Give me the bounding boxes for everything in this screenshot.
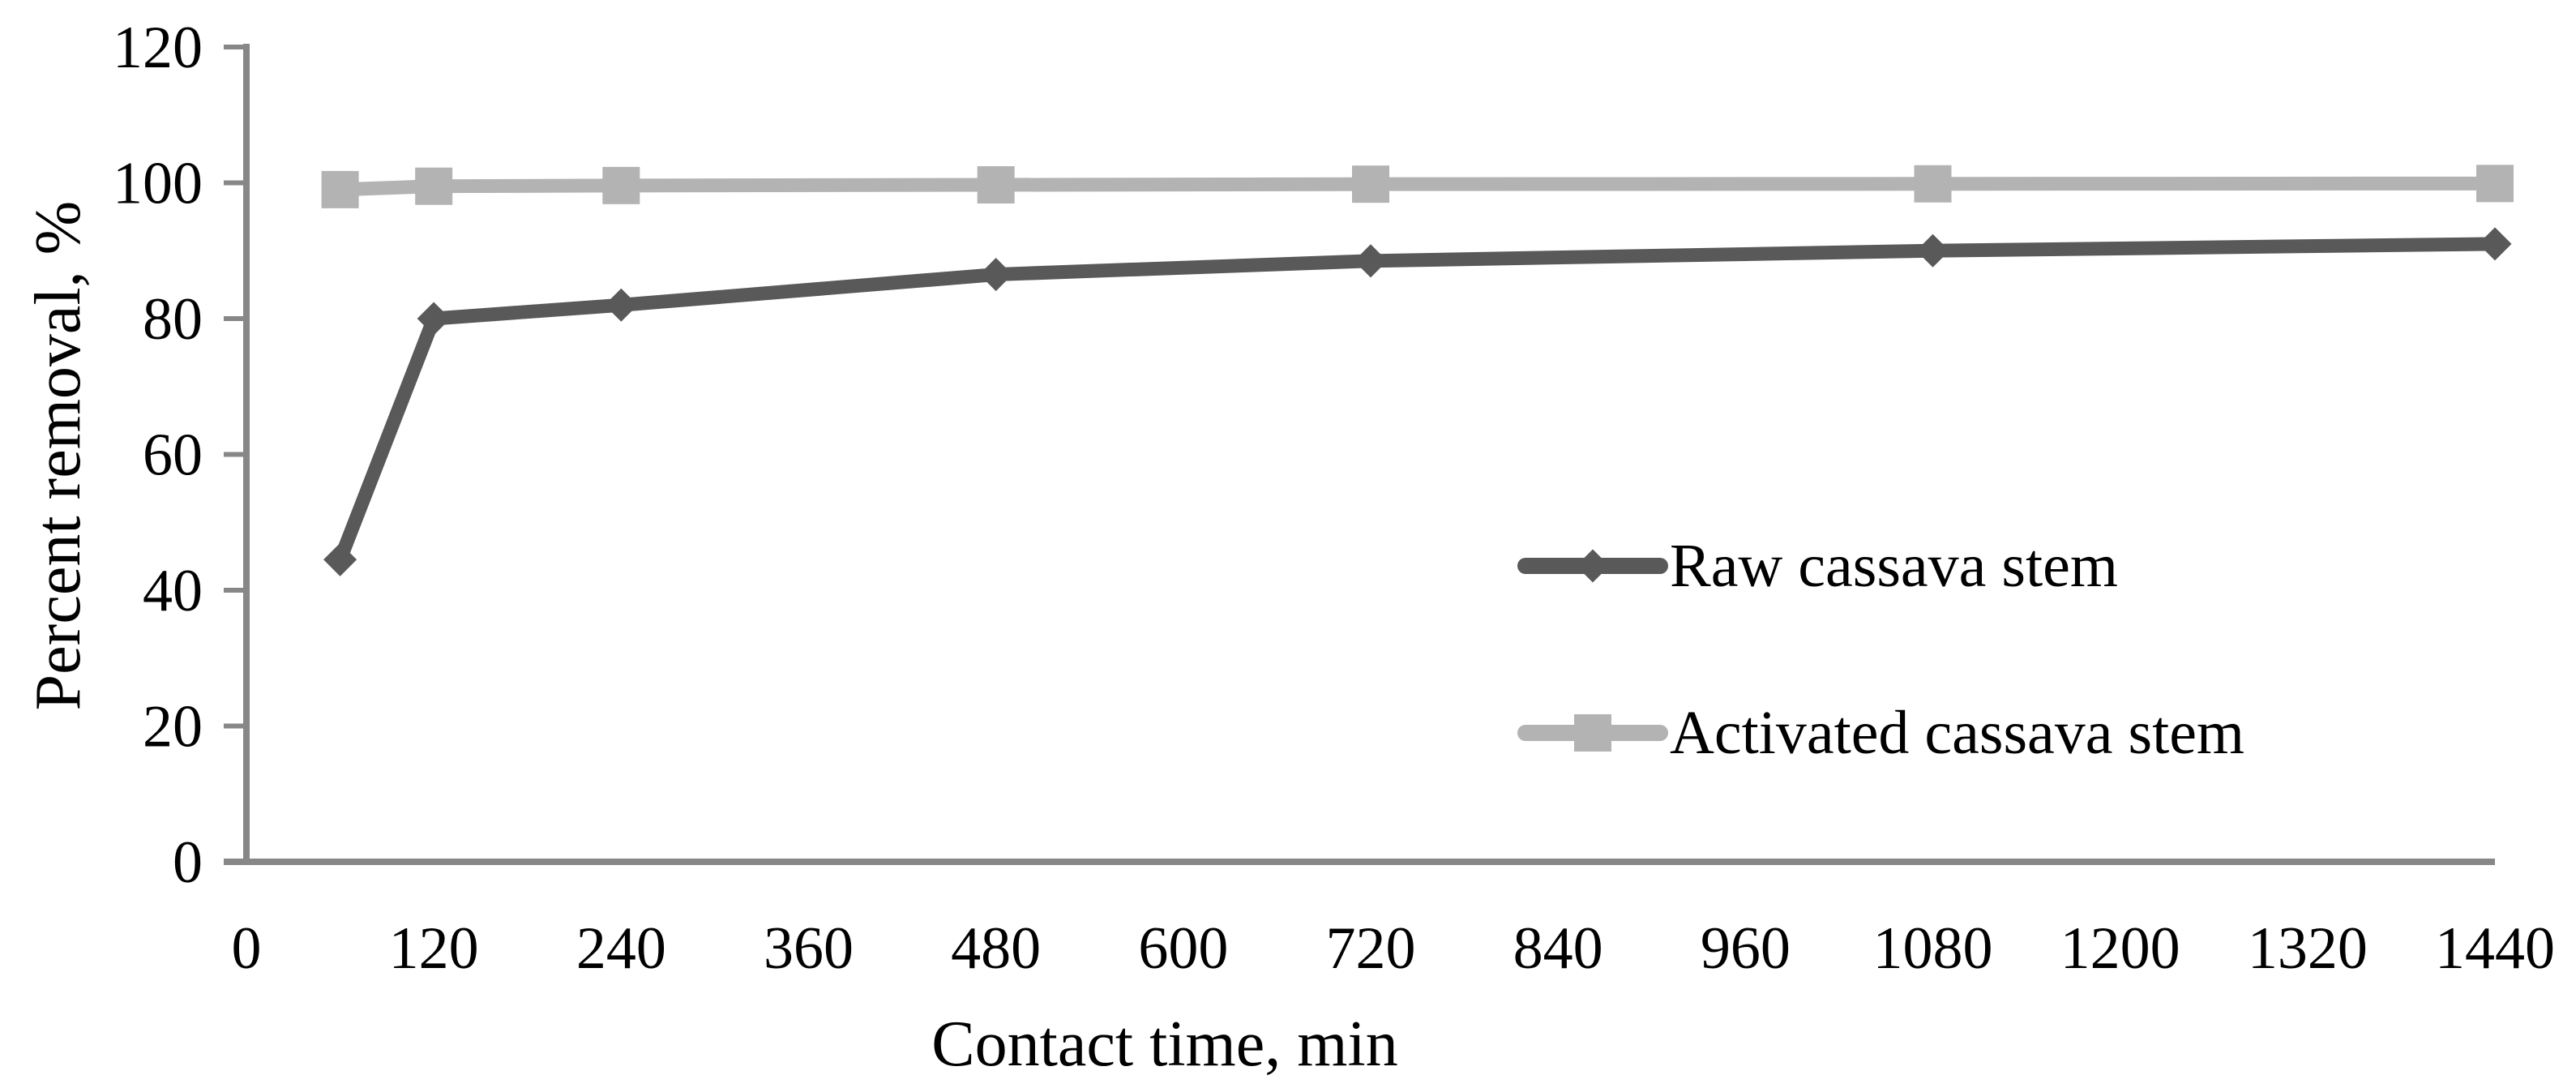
series-line-activated-cassava-stem <box>340 176 2496 197</box>
x-tick-label: 1440 <box>2435 915 2555 982</box>
x-tick-label: 1320 <box>2248 915 2368 982</box>
data-point-raw-cassava-stem <box>323 542 357 576</box>
data-point-activated-cassava-stem <box>2476 165 2514 203</box>
y-tick-label: 120 <box>113 15 203 81</box>
y-tick-label: 60 <box>143 422 203 489</box>
legend-marker-diamond <box>1576 549 1610 583</box>
x-tick-label: 600 <box>1138 915 1228 982</box>
x-tick-label: 1080 <box>1873 915 1993 982</box>
x-tick-label: 120 <box>389 915 479 982</box>
y-axis-title: Percent removal, % <box>23 200 94 711</box>
y-tick-label: 100 <box>113 151 203 217</box>
legend-label-raw-cassava-stem: Raw cassava stem <box>1670 532 2118 600</box>
data-point-activated-cassava-stem <box>415 167 453 205</box>
data-point-activated-cassava-stem <box>321 170 359 208</box>
data-point-raw-cassava-stem <box>979 258 1013 292</box>
y-tick-label: 80 <box>143 286 203 353</box>
legend-diamond-marker-icon <box>1517 549 1668 583</box>
y-tick-label: 0 <box>173 829 203 896</box>
x-tick-label: 960 <box>1701 915 1791 982</box>
data-point-activated-cassava-stem <box>977 166 1015 204</box>
legend-square-marker-icon <box>1517 714 1668 752</box>
data-point-activated-cassava-stem <box>1352 165 1389 203</box>
x-tick-label: 360 <box>764 915 854 982</box>
data-point-raw-cassava-stem <box>1354 244 1388 278</box>
data-point-activated-cassava-stem <box>602 166 640 204</box>
series-line-raw-cassava-stem <box>333 237 2496 563</box>
data-point-raw-cassava-stem <box>604 288 638 322</box>
legend-marker-square <box>1574 714 1611 752</box>
data-point-activated-cassava-stem <box>1914 165 1952 203</box>
x-tick-label: 240 <box>576 915 666 982</box>
legend-item-activated-cassava-stem: Activated cassava stem <box>1516 702 2244 764</box>
x-tick-label: 720 <box>1326 915 1416 982</box>
legend-label-activated-cassava-stem: Activated cassava stem <box>1670 699 2245 767</box>
y-tick-label: 20 <box>143 694 203 760</box>
x-tick-label: 840 <box>1513 915 1603 982</box>
data-point-raw-cassava-stem <box>2478 227 2512 261</box>
data-point-raw-cassava-stem <box>417 302 451 336</box>
x-tick-label: 480 <box>951 915 1041 982</box>
x-tick-label: 0 <box>232 915 262 982</box>
x-axis-title: Contact time, min <box>931 1009 1398 1080</box>
x-tick-label: 1200 <box>2060 915 2180 982</box>
y-tick-label: 40 <box>143 558 203 624</box>
legend-item-raw-cassava-stem: Raw cassava stem <box>1516 535 2118 597</box>
data-point-raw-cassava-stem <box>1915 233 1950 268</box>
